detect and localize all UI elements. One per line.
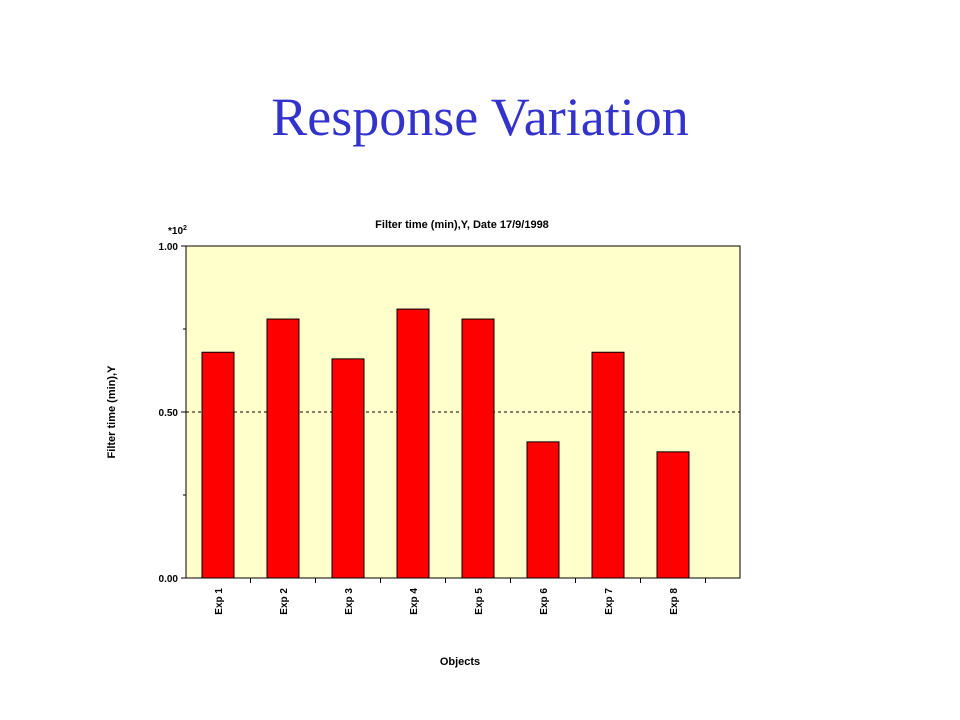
y-tick-label: 1.00 xyxy=(159,242,179,253)
bar-6 xyxy=(526,441,560,579)
bar-8 xyxy=(656,451,690,579)
x-tick-label: Exp 4 xyxy=(409,588,420,615)
x-tick-label: Exp 6 xyxy=(539,588,550,615)
y-scale-label: *102 xyxy=(168,225,187,237)
x-tick-label: Exp 8 xyxy=(669,588,680,615)
y-scale-exponent: 2 xyxy=(183,225,187,232)
bar-3 xyxy=(331,358,365,579)
x-axis-ticks: Exp 1 Exp 2 Exp 3 Exp 4 Exp 5 Exp 6 Exp 7 Exp 8 xyxy=(214,578,706,615)
bar-1 xyxy=(201,351,235,579)
bar-7 xyxy=(591,351,625,579)
bar-4 xyxy=(396,308,430,579)
x-axis-label: Objects xyxy=(440,656,480,668)
y-axis-label: Filter time (min),Y xyxy=(106,365,118,459)
bar-5 xyxy=(461,318,495,579)
y-tick-label: 0.50 xyxy=(159,408,179,419)
bars-group xyxy=(201,308,690,579)
bar-2 xyxy=(266,318,300,579)
x-tick-label: Exp 5 xyxy=(474,588,485,615)
y-axis-ticks: 0.00 0.50 1.00 xyxy=(159,242,186,585)
y-scale-multiplier: *10 xyxy=(168,226,183,237)
x-tick-label: Exp 1 xyxy=(214,588,225,615)
chart-title: Filter time (min),Y, Date 17/9/1998 xyxy=(375,219,549,231)
slide-title: Response Variation xyxy=(271,87,689,147)
x-tick-label: Exp 3 xyxy=(344,588,355,615)
x-tick-label: Exp 7 xyxy=(604,588,615,615)
y-tick-label: 0.00 xyxy=(159,574,179,585)
x-tick-label: Exp 2 xyxy=(279,588,290,615)
